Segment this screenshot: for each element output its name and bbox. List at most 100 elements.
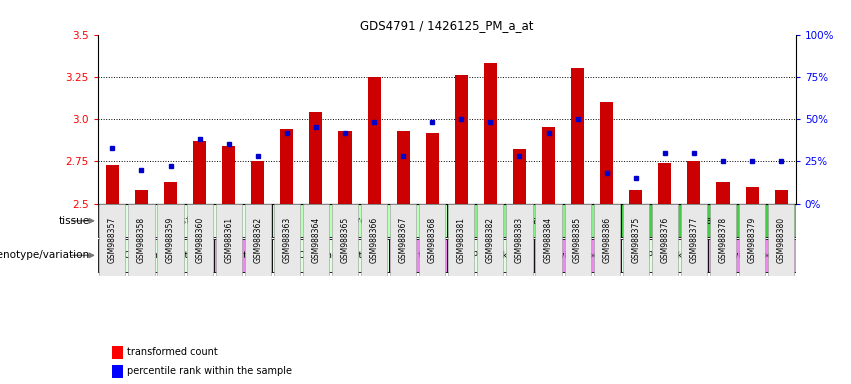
Text: GSM988385: GSM988385: [573, 217, 582, 263]
Bar: [368, 77, 380, 204]
Text: wild type: wild type: [731, 251, 773, 260]
Bar: [112, 346, 123, 359]
FancyBboxPatch shape: [768, 204, 794, 276]
Bar: [717, 182, 729, 204]
FancyBboxPatch shape: [98, 204, 272, 237]
FancyBboxPatch shape: [129, 204, 155, 276]
Text: GSM988381: GSM988381: [457, 217, 465, 263]
Text: GSM988359: GSM988359: [166, 217, 175, 263]
Bar: [280, 129, 294, 204]
Text: GSM988357: GSM988357: [108, 217, 117, 263]
Text: GSM988360: GSM988360: [195, 217, 204, 263]
Text: heart: heart: [520, 216, 548, 226]
FancyBboxPatch shape: [389, 239, 447, 272]
Text: GSM988386: GSM988386: [603, 217, 611, 263]
FancyBboxPatch shape: [390, 204, 416, 276]
Bar: [193, 141, 206, 204]
Bar: [106, 165, 119, 204]
Text: GSM988365: GSM988365: [340, 217, 350, 263]
FancyBboxPatch shape: [332, 204, 358, 276]
Bar: [688, 161, 700, 204]
Text: GSM988383: GSM988383: [515, 217, 524, 263]
Text: GSM988367: GSM988367: [398, 217, 408, 263]
FancyBboxPatch shape: [709, 239, 796, 272]
Bar: [397, 131, 409, 204]
Bar: [454, 75, 468, 204]
FancyBboxPatch shape: [535, 204, 562, 276]
FancyBboxPatch shape: [594, 204, 620, 276]
FancyBboxPatch shape: [710, 204, 736, 276]
FancyBboxPatch shape: [361, 204, 387, 276]
FancyBboxPatch shape: [420, 204, 445, 276]
Text: GSM988363: GSM988363: [283, 217, 291, 263]
Bar: [571, 68, 584, 204]
FancyBboxPatch shape: [506, 204, 533, 276]
FancyBboxPatch shape: [274, 204, 300, 276]
Bar: [629, 190, 643, 204]
Text: genotype/variation: genotype/variation: [0, 250, 89, 260]
FancyBboxPatch shape: [534, 239, 621, 272]
FancyBboxPatch shape: [157, 204, 184, 276]
FancyBboxPatch shape: [477, 204, 504, 276]
FancyBboxPatch shape: [98, 239, 214, 272]
FancyBboxPatch shape: [564, 204, 591, 276]
FancyBboxPatch shape: [681, 204, 707, 276]
Bar: [222, 146, 235, 204]
Bar: [542, 127, 555, 204]
FancyBboxPatch shape: [215, 204, 242, 276]
FancyBboxPatch shape: [186, 204, 213, 276]
FancyBboxPatch shape: [447, 204, 621, 237]
Text: wild type: wild type: [222, 251, 264, 260]
Bar: [112, 365, 123, 378]
Text: brain: brain: [695, 216, 722, 226]
Text: ClpP knockout: ClpP knockout: [299, 251, 363, 260]
Text: wild type: wild type: [557, 251, 598, 260]
Text: percentile rank within the sample: percentile rank within the sample: [127, 366, 292, 376]
Text: tissue: tissue: [58, 216, 89, 226]
Text: GSM988368: GSM988368: [428, 217, 437, 263]
Bar: [310, 112, 323, 204]
Text: GSM988382: GSM988382: [486, 217, 495, 263]
Bar: [745, 187, 758, 204]
FancyBboxPatch shape: [652, 204, 678, 276]
FancyBboxPatch shape: [623, 204, 648, 276]
Text: GSM988378: GSM988378: [718, 217, 728, 263]
Text: GSM988384: GSM988384: [544, 217, 553, 263]
Bar: [600, 102, 614, 204]
Text: GSM988377: GSM988377: [689, 217, 699, 263]
Bar: [426, 132, 439, 204]
Text: wild type: wild type: [397, 251, 438, 260]
Text: GSM988361: GSM988361: [224, 217, 233, 263]
Text: GSM988358: GSM988358: [137, 217, 146, 263]
Text: testis: testis: [171, 216, 199, 226]
Text: GSM988379: GSM988379: [747, 217, 757, 263]
FancyBboxPatch shape: [100, 204, 125, 276]
FancyBboxPatch shape: [621, 204, 796, 237]
Bar: [513, 149, 526, 204]
FancyBboxPatch shape: [303, 204, 329, 276]
Text: GSM988376: GSM988376: [660, 217, 670, 263]
Title: GDS4791 / 1426125_PM_a_at: GDS4791 / 1426125_PM_a_at: [360, 19, 534, 32]
Bar: [251, 161, 265, 204]
Text: GSM988364: GSM988364: [311, 217, 321, 263]
FancyBboxPatch shape: [739, 204, 765, 276]
FancyBboxPatch shape: [214, 239, 272, 272]
FancyBboxPatch shape: [621, 239, 709, 272]
FancyBboxPatch shape: [448, 204, 474, 276]
Text: transformed count: transformed count: [127, 347, 218, 357]
Text: ClpP knockout: ClpP knockout: [459, 251, 523, 260]
Text: GSM988362: GSM988362: [254, 217, 262, 263]
Text: liver: liver: [348, 216, 371, 226]
Text: GSM988375: GSM988375: [631, 217, 640, 263]
FancyBboxPatch shape: [245, 204, 271, 276]
Text: GSM988366: GSM988366: [369, 217, 379, 263]
FancyBboxPatch shape: [272, 204, 447, 237]
Text: ClpP knockout: ClpP knockout: [124, 251, 188, 260]
Text: ClpP knockout: ClpP knockout: [633, 251, 697, 260]
Bar: [135, 190, 148, 204]
Bar: [659, 163, 671, 204]
Bar: [164, 182, 177, 204]
FancyBboxPatch shape: [447, 239, 534, 272]
Text: GSM988380: GSM988380: [777, 217, 785, 263]
Bar: [484, 63, 497, 204]
